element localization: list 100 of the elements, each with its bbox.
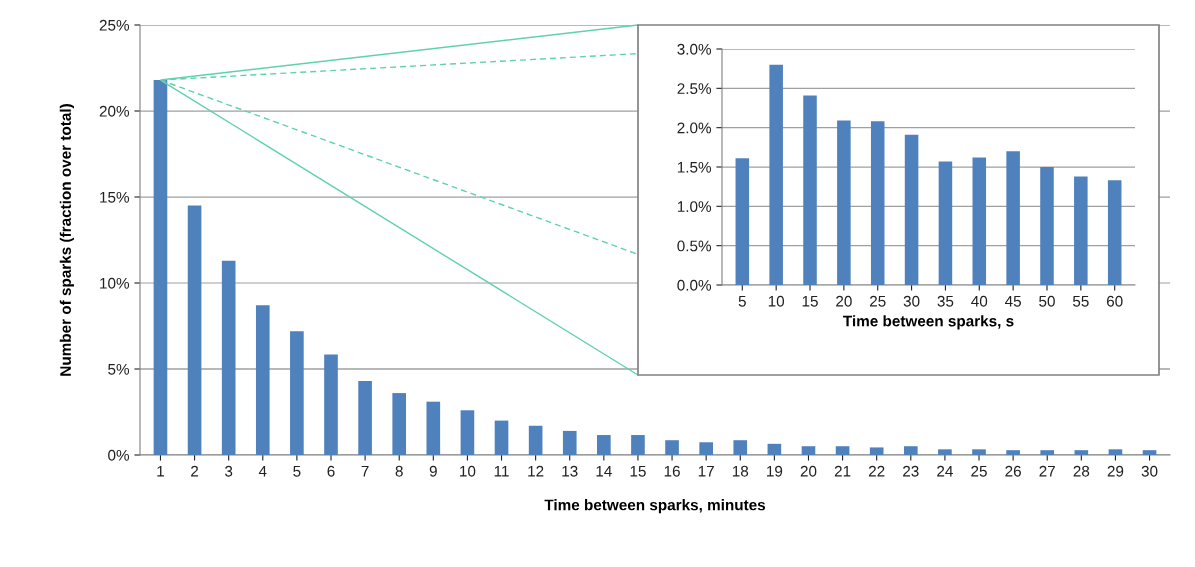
x-tick-label: 1 [157,465,164,477]
x-tick-label: 50 [1039,295,1055,307]
bar [392,393,407,455]
bar [803,95,817,285]
x-tick-label: 17 [698,465,714,477]
bar [1108,449,1123,455]
x-tick-label: 22 [868,465,885,477]
y-tick-label: 15% [100,191,130,203]
x-tick-label: 2 [191,465,199,477]
x-tick-label: 3 [225,465,233,477]
x-tick-label: 35 [937,295,954,307]
bar [528,425,543,455]
bar [1006,450,1020,455]
bar [699,442,713,455]
bar [290,331,304,455]
x-tick-label: 8 [395,465,403,477]
bar [837,120,851,285]
y-tick-label: 2.5% [677,83,712,95]
x-tick-label: 15 [802,295,818,307]
x-tick-label: 28 [1073,465,1090,477]
bar [426,401,441,455]
bar [769,64,783,285]
y-tick-label: 10% [100,277,130,289]
bar [153,80,168,455]
bar [255,305,270,455]
x-tick-label: 10 [768,295,785,307]
x-tick-label: 20 [800,465,817,477]
x-tick-label: 30 [1141,465,1158,477]
x-tick-label: 23 [903,465,919,477]
y-tick-label: 5% [108,363,130,375]
y-tick-label: 1.0% [677,201,712,213]
x-tick-label: 60 [1106,295,1123,307]
x-tick-label: 26 [1005,465,1021,477]
x-tick-label: 14 [596,465,612,477]
x-tick-label: 7 [361,465,369,477]
bar [631,435,645,455]
y-tick-label: 0.5% [677,240,712,252]
x-tick-label: 18 [732,465,749,477]
bar [221,260,236,455]
bar [187,205,202,455]
x-tick-label: 40 [971,295,988,307]
x-tick-label: 27 [1039,465,1055,477]
x-tick-label: 30 [903,295,920,307]
x-tick-label: 10 [460,465,476,477]
x-tick-label: 29 [1107,465,1124,477]
bar [972,157,987,285]
bar [801,446,816,455]
bar [562,430,577,455]
x-axis-title: Time between sparks, s [843,315,1014,330]
x-tick-label: 4 [258,465,267,477]
x-axis-title: Time between sparks, minutes [544,499,766,514]
bar [938,161,953,285]
bar [903,446,918,455]
bar [597,435,611,455]
y-tick-label: 0% [108,449,130,461]
x-tick-label: 55 [1072,295,1089,307]
bar [460,410,475,455]
x-tick-label: 19 [767,465,783,477]
bar [1006,151,1020,285]
x-tick-label: 25 [971,465,987,477]
x-tick-label: 25 [869,295,886,307]
x-tick-label: 45 [1004,295,1021,307]
bar [1074,450,1089,455]
y-tick-label: 3.0% [677,43,712,55]
y-axis-title: Number of sparks (fraction over total) [59,104,75,376]
bar [1040,167,1054,285]
x-tick-label: 21 [834,465,851,477]
x-tick-label: 9 [429,465,437,477]
y-tick-label: 20% [99,105,130,117]
bar [1142,450,1157,455]
bar [733,440,748,455]
bar [938,449,952,455]
x-tick-label: 6 [327,465,335,477]
x-tick-label: 24 [937,465,953,477]
x-tick-label: 15 [630,465,646,477]
bar [870,121,885,285]
bar [494,420,509,455]
bar [835,446,850,455]
x-tick-label: 13 [562,465,578,477]
bar [1074,176,1088,285]
y-tick-label: 2.0% [677,122,712,134]
bar [358,381,372,455]
y-tick-label: 25% [99,19,130,31]
x-tick-label: 5 [293,465,301,477]
bar [767,443,782,455]
bar [1040,450,1055,455]
x-tick-label: 20 [836,295,852,307]
x-tick-label: 12 [528,465,544,477]
x-tick-label: 5 [738,295,746,307]
x-tick-label: 11 [494,465,509,477]
x-tick-label: 16 [664,465,680,477]
bar [1107,180,1122,285]
bar [869,447,884,455]
y-tick-label: 0.0% [677,279,712,291]
y-tick-label: 1.5% [677,161,712,173]
bar [324,354,338,455]
bar [904,134,919,285]
bar [665,440,679,455]
bar [735,158,750,285]
bar [972,449,986,455]
